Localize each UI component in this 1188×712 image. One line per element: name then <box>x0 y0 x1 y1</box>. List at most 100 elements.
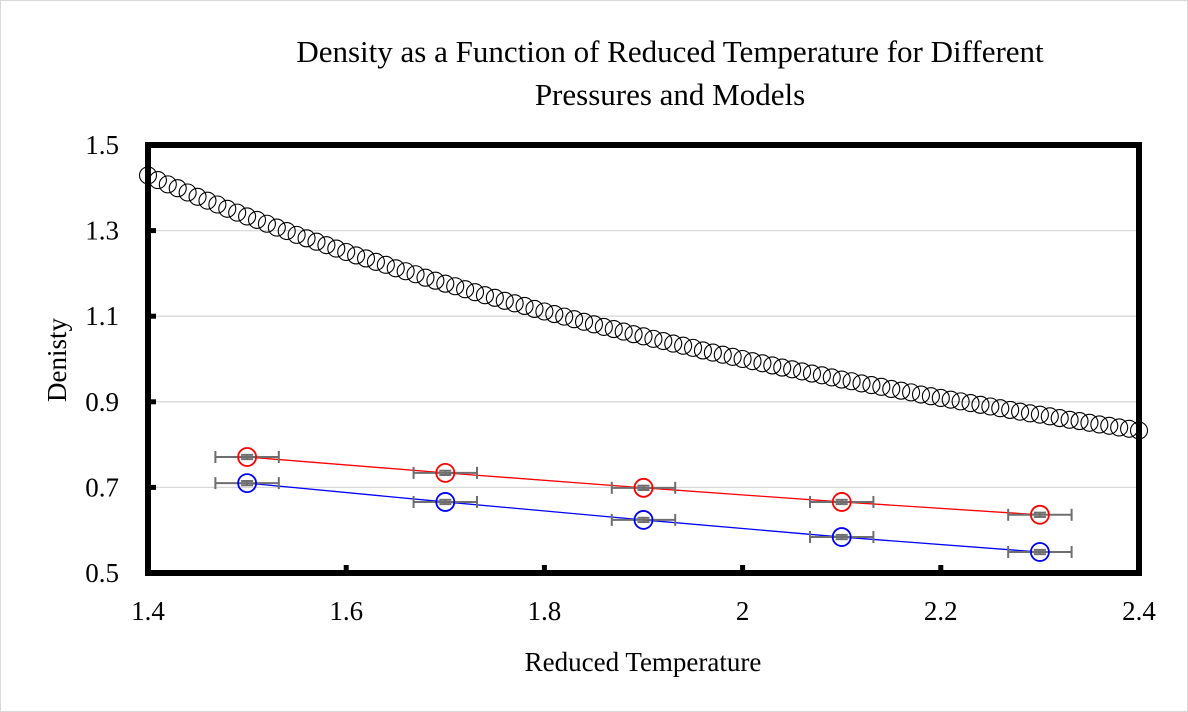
model-curve-point <box>1060 410 1079 429</box>
model-curve-point <box>574 312 594 331</box>
model-curve-point <box>297 229 316 248</box>
model-curve-point <box>1020 404 1040 423</box>
y-tick-label: 1.1 <box>85 301 119 331</box>
simulation-red-point <box>831 492 852 512</box>
model-curve-point <box>515 296 534 315</box>
simulation-blue-error-bar <box>1007 546 1073 559</box>
model-curve-point <box>505 294 524 313</box>
simulation-blue-point <box>435 492 456 512</box>
y-tick-label: 0.5 <box>85 558 119 588</box>
x-tick-label: 2.2 <box>924 596 958 626</box>
model-curve-point <box>267 218 286 237</box>
plot-border <box>145 142 1142 576</box>
model-curve-point <box>198 191 217 210</box>
model-curve-point <box>842 372 861 391</box>
model-curve-point <box>228 203 247 222</box>
x-tick-label: 2.4 <box>1122 596 1156 626</box>
model-curve-point <box>366 252 385 271</box>
model-curve-point <box>416 268 435 287</box>
simulation-blue-error-bar <box>808 531 875 544</box>
model-curve-point <box>475 286 494 305</box>
model-curve-point <box>594 317 613 336</box>
x-tick-label: 1.6 <box>329 596 363 626</box>
model-curve-point <box>307 232 326 251</box>
model-curve-point <box>654 331 673 351</box>
simulation-blue-error-bar <box>412 495 479 508</box>
model-curve-point <box>743 352 762 371</box>
x-tick-label: 1.4 <box>131 596 165 626</box>
chart-title-line-2: Pressures and Models <box>534 77 806 112</box>
model-curve-point <box>961 394 980 413</box>
model-curve-point <box>446 277 465 296</box>
model-curve-point <box>773 358 792 377</box>
model-curve-point <box>465 283 485 302</box>
model-curve-point <box>327 239 346 258</box>
model-curve-point <box>148 171 167 190</box>
model-curve-point <box>1080 413 1099 432</box>
model-curve-point <box>812 366 831 385</box>
simulation-red-point <box>1030 504 1050 525</box>
model-curve-point <box>188 187 207 206</box>
model-curve-point <box>911 385 931 404</box>
model-curve-point <box>703 343 722 362</box>
simulation-blue-point <box>831 527 852 547</box>
model-curve-point <box>832 370 851 389</box>
model-curve-point <box>565 310 584 329</box>
model-curve-point <box>584 315 604 334</box>
simulation-blue-point <box>237 473 258 494</box>
model-curve-point <box>981 397 1000 416</box>
model-curve-point <box>317 236 336 255</box>
model-curve-point <box>347 246 366 265</box>
model-curve-point <box>208 195 227 214</box>
model-curve-point <box>991 399 1010 418</box>
gridlines <box>148 229 1139 489</box>
simulation-red-point <box>633 477 654 498</box>
model-curve-point <box>614 322 633 341</box>
model-curve-point <box>793 362 812 381</box>
model-curve-point <box>634 327 653 346</box>
model-curve-point <box>862 376 881 395</box>
model-curve-point <box>872 377 891 396</box>
model-curve-point <box>882 379 901 399</box>
x-tick-label: 1.8 <box>528 596 562 626</box>
model-curve-point <box>406 265 425 284</box>
model-curve-point <box>971 395 990 414</box>
model-curve-point <box>555 307 574 326</box>
model-curve-point <box>1030 405 1049 424</box>
model-curve-point <box>1050 409 1069 428</box>
model-curve-point <box>376 255 395 274</box>
x-axis-title: Reduced Temperature <box>525 647 762 677</box>
model-curve-point <box>436 274 455 293</box>
model-curve-point <box>713 345 732 364</box>
simulation-red-error-bar <box>808 495 875 508</box>
series-layer <box>138 166 1149 562</box>
model-curve-point <box>1090 415 1109 434</box>
model-curve-point <box>386 259 405 278</box>
model-curve-point <box>951 392 970 411</box>
model-curve-point <box>822 368 841 387</box>
model-curve-point <box>763 356 782 375</box>
model-curve-point <box>356 249 376 268</box>
axes <box>145 142 1142 576</box>
simulation-red-error-bar <box>214 451 280 464</box>
model-curve-point <box>783 360 802 379</box>
model-curve-point <box>218 199 237 218</box>
x-tick-label: 2 <box>736 596 750 626</box>
model-curve-point <box>683 338 703 357</box>
y-tick-label: 1.3 <box>85 216 119 246</box>
model-curve-point <box>277 221 296 241</box>
chart-title-line-1: Density as a Function of Reduced Tempera… <box>296 34 1044 69</box>
simulation-red-error-bar <box>610 481 677 494</box>
model-curve-point <box>733 349 752 369</box>
model-curve-point <box>485 288 504 307</box>
model-curve-point <box>941 390 960 409</box>
model-curve-point <box>495 291 514 310</box>
model-curve-point <box>525 299 544 318</box>
model-curve-point <box>257 214 276 233</box>
model-curve-point <box>674 336 693 355</box>
model-curve-point <box>1011 402 1030 421</box>
model-curve-point <box>1001 400 1020 419</box>
y-tick-label: 0.9 <box>85 387 119 417</box>
model-curve-point <box>644 329 663 348</box>
